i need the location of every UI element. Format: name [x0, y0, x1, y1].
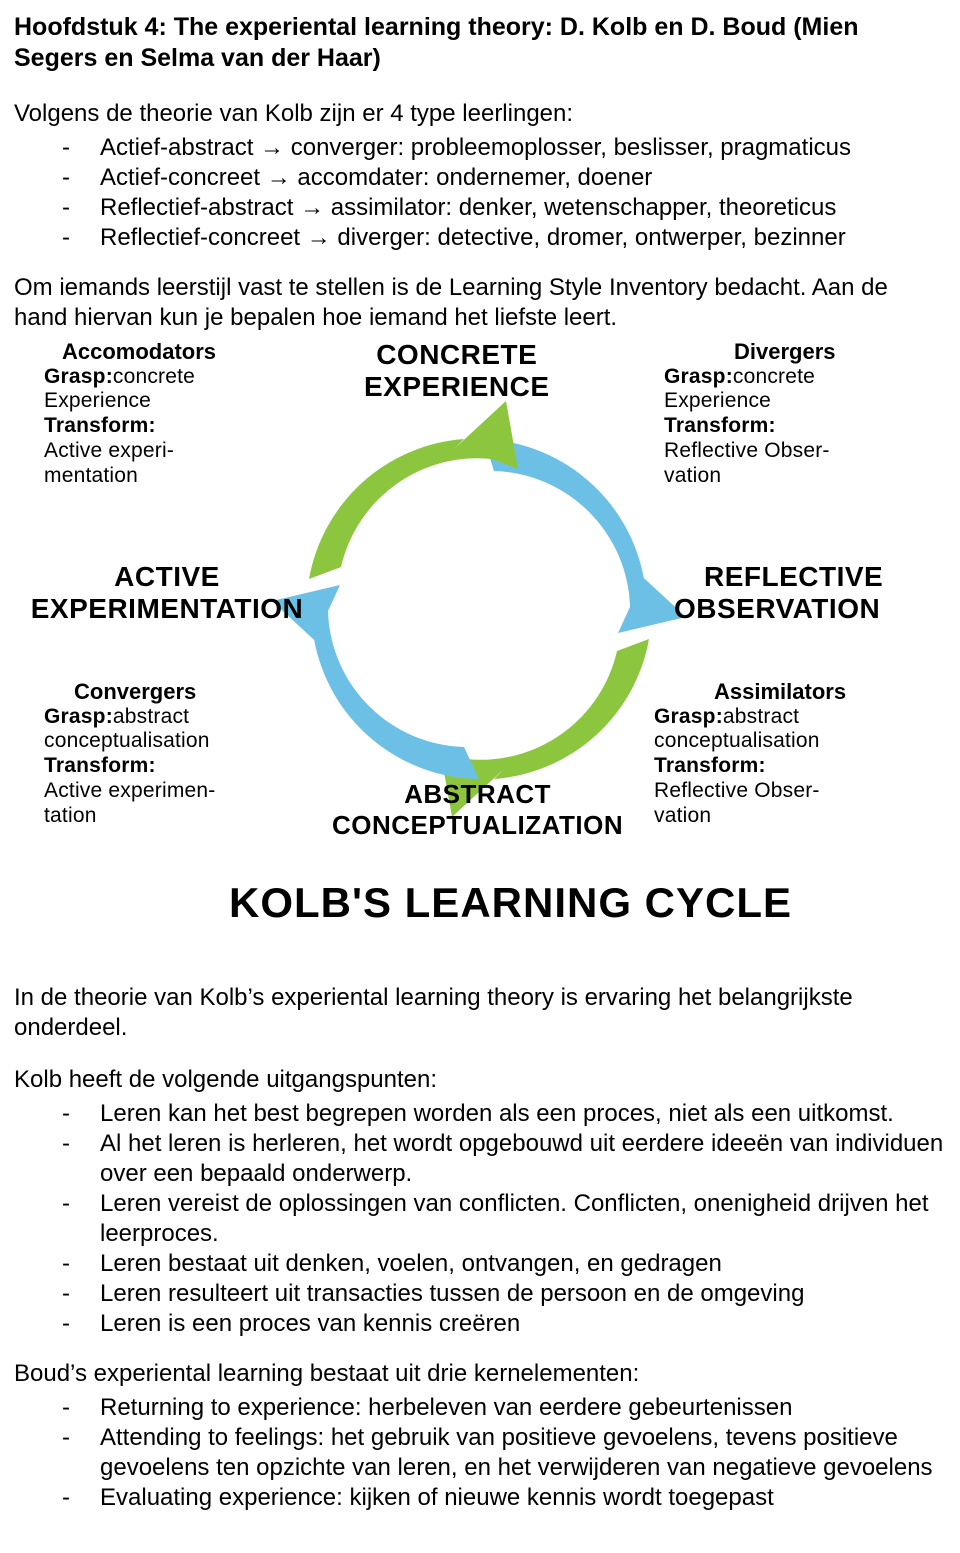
list-item-text: Reflectief-abstract → assimilator: denke… — [100, 194, 836, 221]
corner-divergers: Divergers Grasp:concrete Experience Tran… — [664, 339, 934, 489]
corner-line: Experience — [664, 389, 934, 414]
grasp-label: Grasp: — [44, 705, 113, 728]
corner-title: Accomodators — [44, 339, 304, 365]
list-item: -Leren vereist de oplossingen van confli… — [14, 1189, 946, 1249]
list-item: -Leren is een proces van kennis creëren — [14, 1309, 946, 1339]
boud-intro: Boud’s experiental learning bestaat uit … — [14, 1359, 946, 1389]
grasp-label: Grasp: — [44, 365, 113, 388]
learners-list: -Actief-abstract → converger: probleemop… — [14, 133, 946, 253]
corner-accomodators: Accomodators Grasp:concrete Experience T… — [44, 339, 304, 489]
arc-top-left — [309, 401, 518, 579]
axis-top-line2: EXPERIENCE — [364, 371, 550, 403]
corner-line: tation — [44, 804, 324, 829]
corner-line: Reflective Obser- — [664, 439, 934, 464]
list-item-text: Leren resulteert uit transacties tussen … — [100, 1280, 804, 1307]
boud-list: -Returning to experience: herbeleven van… — [14, 1393, 946, 1513]
axis-top-line1: CONCRETE — [364, 339, 550, 371]
axis-bottom-line1: ABSTRACT — [332, 779, 623, 810]
uitgangspunten-list: -Leren kan het best begrepen worden als … — [14, 1099, 946, 1339]
corner-line: Grasp:abstract — [654, 705, 944, 730]
corner-convergers: Convergers Grasp:abstract conceptualisat… — [44, 679, 324, 829]
axis-right-line2: OBSERVATION — [674, 593, 883, 625]
axis-left-line1: ACTIVE — [22, 561, 312, 593]
grasp-label: Grasp: — [664, 365, 733, 388]
corner-title: Divergers — [664, 339, 934, 365]
corner-line: vation — [654, 804, 944, 829]
list-item: -Reflectief-concreet → diverger: detecti… — [14, 223, 946, 253]
list-item: -Leren bestaat uit denken, voelen, ontva… — [14, 1249, 946, 1279]
corner-line: Grasp:abstract — [44, 705, 324, 730]
axis-bottom-line2: CONCEPTUALIZATION — [332, 810, 623, 841]
transform-label: Transform: — [654, 754, 944, 779]
list-item: -Actief-concreet → accomdater: onderneme… — [14, 163, 946, 193]
axis-left-line2: EXPERIMENTATION — [22, 593, 312, 625]
axis-right: REFLECTIVE OBSERVATION — [674, 561, 883, 625]
corner-line: conceptualisation — [44, 729, 324, 754]
intro-para: Volgens de theorie van Kolb zijn er 4 ty… — [14, 99, 946, 129]
arc-top-right — [479, 439, 686, 633]
corner-title: Assimilators — [654, 679, 944, 705]
axis-left: ACTIVE EXPERIMENTATION — [22, 561, 312, 625]
transform-label: Transform: — [44, 754, 324, 779]
grasp-value: concrete — [113, 365, 195, 388]
list-item-text: Leren bestaat uit denken, voelen, ontvan… — [100, 1250, 722, 1277]
corner-line: Experience — [44, 389, 304, 414]
list-item: -Actief-abstract → converger: probleemop… — [14, 133, 946, 163]
grasp-value: abstract — [723, 705, 799, 728]
transform-label: Transform: — [664, 414, 934, 439]
corner-line: Grasp:concrete — [664, 365, 934, 390]
lsi-para: Om iemands leerstijl vast te stellen is … — [14, 273, 946, 333]
list-item-text: Actief-abstract → converger: probleemopl… — [100, 134, 851, 161]
uitgangspunten-intro: Kolb heeft de volgende uitgangspunten: — [14, 1065, 946, 1095]
list-item-text: Returning to experience: herbeleven van … — [100, 1394, 792, 1421]
kolb-cycle-diagram: CONCRETE EXPERIENCE ABSTRACT CONCEPTUALI… — [14, 339, 944, 951]
list-item-text: Leren is een proces van kennis creëren — [100, 1310, 520, 1337]
corner-line: Active experimen- — [44, 779, 324, 804]
diagram-main-title: KOLB'S LEARNING CYCLE — [229, 879, 792, 927]
corner-line: Active experi- — [44, 439, 304, 464]
list-item: -Evaluating experience: kijken of nieuwe… — [14, 1483, 946, 1513]
grasp-value: concrete — [733, 365, 815, 388]
list-item-text: Al het leren is herleren, het wordt opge… — [100, 1130, 943, 1187]
axis-right-line1: REFLECTIVE — [674, 561, 883, 593]
corner-line: vation — [664, 464, 934, 489]
list-item: -Returning to experience: herbeleven van… — [14, 1393, 946, 1423]
list-item: -Reflectief-abstract → assimilator: denk… — [14, 193, 946, 223]
axis-top: CONCRETE EXPERIENCE — [364, 339, 550, 403]
list-item: -Al het leren is herleren, het wordt opg… — [14, 1129, 946, 1189]
page: Hoofdstuk 4: The experiental learning th… — [0, 0, 960, 1553]
corner-line: Reflective Obser- — [654, 779, 944, 804]
list-item: -Leren resulteert uit transacties tussen… — [14, 1279, 946, 1309]
list-item-text: Leren vereist de oplossingen van conflic… — [100, 1190, 929, 1247]
after-diagram-para: In de theorie van Kolb’s experiental lea… — [14, 983, 946, 1043]
grasp-value: abstract — [113, 705, 189, 728]
list-item-text: Actief-concreet → accomdater: ondernemer… — [100, 164, 652, 191]
chapter-title: Hoofdstuk 4: The experiental learning th… — [14, 12, 946, 75]
axis-bottom: ABSTRACT CONCEPTUALIZATION — [332, 779, 623, 841]
list-item-text: Reflectief-concreet → diverger: detectiv… — [100, 224, 846, 251]
list-item-text: Evaluating experience: kijken of nieuwe … — [100, 1484, 774, 1511]
grasp-label: Grasp: — [654, 705, 723, 728]
list-item: -Attending to feelings: het gebruik van … — [14, 1423, 946, 1483]
corner-line: mentation — [44, 464, 304, 489]
corner-title: Convergers — [44, 679, 324, 705]
corner-line: Grasp:concrete — [44, 365, 304, 390]
list-item: -Leren kan het best begrepen worden als … — [14, 1099, 946, 1129]
transform-label: Transform: — [44, 414, 304, 439]
corner-line: conceptualisation — [654, 729, 944, 754]
list-item-text: Attending to feelings: het gebruik van p… — [100, 1424, 933, 1481]
list-item-text: Leren kan het best begrepen worden als e… — [100, 1100, 894, 1127]
corner-assimilators: Assimilators Grasp:abstract conceptualis… — [654, 679, 944, 829]
